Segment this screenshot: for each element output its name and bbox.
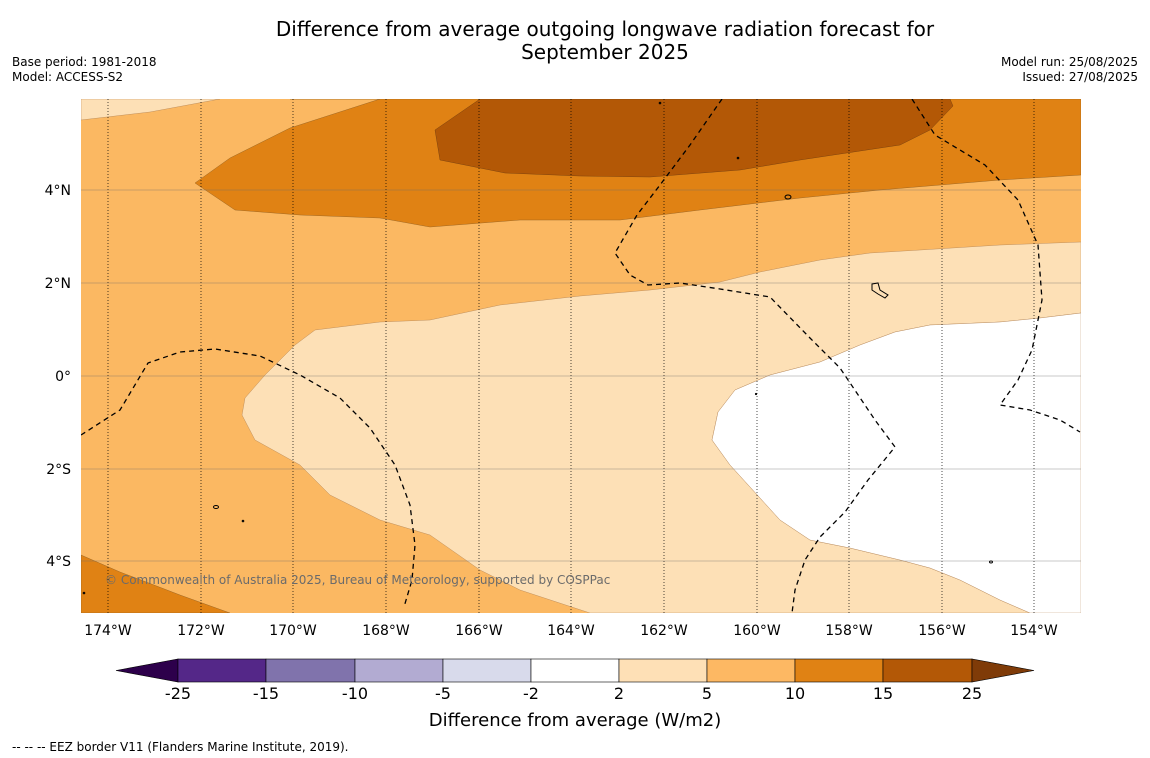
colorbar-tick: -25 — [165, 684, 191, 703]
islands — [82, 101, 993, 595]
map-title: Difference from average outgoing longwav… — [275, 17, 935, 64]
colorbar-swatch — [265, 658, 356, 683]
lon-label: 160°W — [733, 623, 781, 639]
field-10-15-southwest — [81, 554, 231, 613]
colorbar-swatch — [618, 658, 708, 683]
parallel-gridlines — [81, 189, 1081, 562]
field-15-25-north — [434, 99, 954, 178]
colorbar-swatch — [442, 658, 532, 683]
colorbar-tick: -2 — [523, 684, 539, 703]
colorbar-tick: 2 — [614, 684, 624, 703]
colorbar-tick: -10 — [342, 684, 368, 703]
field-2-5-topleft — [81, 99, 221, 121]
map-area: © Commonwealth of Australia 2025, Bureau… — [81, 99, 1081, 613]
lon-label: 170°W — [269, 623, 317, 639]
lat-label: 2°S — [46, 462, 71, 478]
colorbar-swatch — [530, 658, 620, 683]
colorbar-tick: 5 — [702, 684, 712, 703]
lon-label: 174°W — [84, 623, 132, 639]
base-period: Base period: 1981-2018 — [12, 55, 157, 69]
lon-label: 162°W — [640, 623, 688, 639]
colorbar-tick: 10 — [785, 684, 805, 703]
latitude-labels: 4°N 2°N 0° 2°S 4°S — [45, 183, 72, 570]
issued-date: Issued: 27/08/2025 — [1022, 70, 1138, 84]
colorbar-arrow-low — [115, 658, 179, 683]
lat-label: 2°N — [45, 276, 71, 292]
colorbar-title: Difference from average (W/m2) — [429, 710, 721, 731]
colorbar-tick: -5 — [435, 684, 451, 703]
lon-label: 164°W — [547, 623, 595, 639]
copyright-notice: © Commonwealth of Australia 2025, Bureau… — [105, 573, 610, 587]
lon-label: 154°W — [1010, 623, 1058, 639]
lat-label: 4°N — [45, 183, 71, 199]
lon-label: 172°W — [177, 623, 225, 639]
model-run: Model run: 25/08/2025 — [1000, 55, 1138, 69]
eez-borders — [81, 99, 1081, 613]
colorbar-swatch — [354, 658, 444, 683]
lon-label: 156°W — [918, 623, 966, 639]
colorbar-swatch — [177, 658, 267, 683]
colorbar-tick: 25 — [962, 684, 982, 703]
colorbar-tick: 15 — [873, 684, 893, 703]
meta-left: Base period: 1981-2018 Model: ACCESS-S2 — [12, 55, 157, 85]
eez-footnote: -- -- -- EEZ border V11 (Flanders Marine… — [12, 740, 349, 754]
lat-label: 4°S — [46, 554, 71, 570]
lat-label: 0° — [55, 369, 71, 385]
lon-label: 158°W — [825, 623, 873, 639]
colorbar-ticks: -25 -15 -10 -5 -2 2 5 10 15 25 — [165, 684, 982, 703]
colorbar — [115, 658, 1035, 683]
colorbar-tick: -15 — [253, 684, 279, 703]
colorbar-arrow-high — [971, 658, 1035, 683]
meta-right: Model run: 25/08/2025 Issued: 27/08/2025 — [1001, 55, 1138, 85]
model-name: Model: ACCESS-S2 — [12, 70, 124, 84]
colorbar-swatch — [706, 658, 796, 683]
colorbar-swatch — [794, 658, 884, 683]
lon-label: 166°W — [455, 623, 503, 639]
colorbar-swatch — [882, 658, 973, 683]
field-neutral-east — [711, 312, 1081, 613]
lon-label: 168°W — [362, 623, 410, 639]
longitude-labels: 174°W 172°W 170°W 168°W 166°W 164°W 162°… — [84, 623, 1058, 639]
